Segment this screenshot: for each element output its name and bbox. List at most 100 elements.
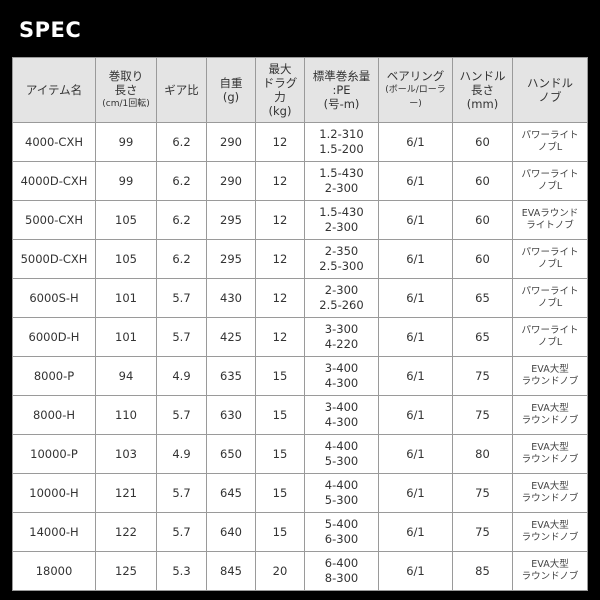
cell-handle-knob: EVA大型 ラウンドノブ bbox=[512, 356, 588, 396]
cell-max-drag: 12 bbox=[255, 161, 305, 201]
cell-line: ラウンドノブ bbox=[521, 532, 579, 543]
cell-handle-knob: パワーライト ノブL bbox=[512, 122, 588, 162]
cell-handle-length: 75 bbox=[452, 473, 513, 513]
cell-line: 4-400 bbox=[324, 478, 359, 492]
cell-gear-ratio: 5.7 bbox=[156, 395, 207, 435]
cell-line: ラウンドノブ bbox=[521, 454, 579, 465]
table-row: 8000-H 110 5.7 630 15 3-400 4-300 6/1 75 EVA大型 ラウン… bbox=[12, 395, 588, 435]
cell-line: 3-400 bbox=[324, 361, 359, 375]
cell-item-name: 4000D-CXH bbox=[12, 161, 96, 201]
cell-line-capacity: 1.5-430 2-300 bbox=[304, 161, 379, 201]
cell-line: 8-300 bbox=[324, 571, 359, 585]
column-header-weight: 自重 (g) bbox=[206, 57, 256, 123]
cell-line: 2-300 bbox=[324, 220, 359, 234]
cell-line-capacity: 4-400 5-300 bbox=[304, 434, 379, 474]
cell-weight: 290 bbox=[206, 122, 256, 162]
cell-retrieve-length: 99 bbox=[95, 161, 157, 201]
header-line: 自重 bbox=[219, 76, 243, 90]
cell-line: ノブL bbox=[537, 298, 563, 309]
cell-line: EVA大型 bbox=[531, 442, 569, 453]
cell-line: 2-300 bbox=[324, 283, 359, 297]
cell-bearings: 6/1 bbox=[378, 239, 453, 279]
cell-line: EVA大型 bbox=[531, 403, 569, 414]
cell-line: パワーライト bbox=[521, 130, 579, 141]
header-line: 標準巻糸量 bbox=[312, 69, 371, 83]
table-row: 6000S-H 101 5.7 430 12 2-300 2.5-260 6/1 65 パワーライ… bbox=[12, 278, 588, 318]
header-line: (号-m) bbox=[323, 97, 360, 111]
cell-item-name: 14000-H bbox=[12, 512, 96, 552]
table-row: 5000-CXH 105 6.2 295 12 1.5-430 2-300 6/1 60 EVAラ… bbox=[12, 200, 588, 240]
cell-bearings: 6/1 bbox=[378, 473, 453, 513]
cell-handle-knob: パワーライト ノブL bbox=[512, 278, 588, 318]
cell-line-capacity: 3-400 4-300 bbox=[304, 395, 379, 435]
cell-line: 1.5-430 bbox=[319, 166, 364, 180]
cell-line: ノブL bbox=[537, 181, 563, 192]
cell-retrieve-length: 125 bbox=[95, 551, 157, 591]
cell-weight: 640 bbox=[206, 512, 256, 552]
header-line: (g) bbox=[222, 90, 240, 104]
cell-handle-length: 65 bbox=[452, 278, 513, 318]
cell-retrieve-length: 101 bbox=[95, 278, 157, 318]
cell-line-capacity: 5-400 6-300 bbox=[304, 512, 379, 552]
header-unit: (cm/1回転) bbox=[102, 99, 150, 109]
cell-weight: 845 bbox=[206, 551, 256, 591]
cell-item-name: 8000-P bbox=[12, 356, 96, 396]
cell-max-drag: 12 bbox=[255, 122, 305, 162]
cell-bearings: 6/1 bbox=[378, 200, 453, 240]
cell-line-capacity: 6-400 8-300 bbox=[304, 551, 379, 591]
table-row: 6000D-H 101 5.7 425 12 3-300 4-220 6/1 65 パワーライトノ… bbox=[12, 317, 588, 357]
column-header-handle-knob: ハンドル ノブ bbox=[512, 57, 588, 123]
cell-bearings: 6/1 bbox=[378, 434, 453, 474]
cell-retrieve-length: 110 bbox=[95, 395, 157, 435]
table-row: 8000-P 94 4.9 635 15 3-400 4-300 6/1 75 EVA大型 ラウンド… bbox=[12, 356, 588, 396]
cell-weight: 290 bbox=[206, 161, 256, 201]
spec-table: アイテム名 巻取り 長さ (cm/1回転) ギア比 自重 (g) 最大 ドラグ力 (kg) 標準巻糸… bbox=[12, 57, 588, 591]
cell-retrieve-length: 101 bbox=[95, 317, 157, 357]
cell-item-name: 10000-H bbox=[12, 473, 96, 513]
cell-line: ラウンドノブ bbox=[521, 415, 579, 426]
cell-max-drag: 12 bbox=[255, 317, 305, 357]
table-row: 18000 125 5.3 845 20 6-400 8-300 6/1 85 EVA大型 ラウンド… bbox=[12, 551, 588, 591]
cell-item-name: 4000-CXH bbox=[12, 122, 96, 162]
column-header-bearings: ベアリング (ボール/ローラー) bbox=[378, 57, 453, 123]
cell-line-capacity: 2-300 2.5-260 bbox=[304, 278, 379, 318]
cell-weight: 630 bbox=[206, 395, 256, 435]
cell-line: 2-350 bbox=[324, 244, 359, 258]
header-line: :PE bbox=[332, 83, 351, 97]
header-line: (kg) bbox=[268, 104, 292, 118]
cell-bearings: 6/1 bbox=[378, 317, 453, 357]
cell-line: 3-400 bbox=[324, 400, 359, 414]
cell-line: 2.5-260 bbox=[319, 298, 364, 312]
cell-bearings: 6/1 bbox=[378, 512, 453, 552]
cell-bearings: 6/1 bbox=[378, 161, 453, 201]
table-row: 4000-CXH 99 6.2 290 12 1.2-310 1.5-200 6/1 60 パワー… bbox=[12, 122, 588, 162]
cell-bearings: 6/1 bbox=[378, 122, 453, 162]
cell-max-drag: 15 bbox=[255, 512, 305, 552]
cell-line: 4-300 bbox=[324, 376, 359, 390]
cell-line: 1.5-200 bbox=[319, 142, 364, 156]
cell-max-drag: 12 bbox=[255, 278, 305, 318]
cell-line: 5-400 bbox=[324, 517, 359, 531]
cell-gear-ratio: 6.2 bbox=[156, 239, 207, 279]
table-row: 4000D-CXH 99 6.2 290 12 1.5-430 2-300 6/1 60 パワーラ… bbox=[12, 161, 588, 201]
cell-handle-knob: パワーライト ノブL bbox=[512, 317, 588, 357]
cell-handle-length: 60 bbox=[452, 161, 513, 201]
cell-line: 1.2-310 bbox=[319, 127, 364, 141]
header-line: アイテム名 bbox=[25, 83, 83, 97]
cell-line: EVA大型 bbox=[531, 520, 569, 531]
cell-item-name: 6000S-H bbox=[12, 278, 96, 318]
cell-handle-knob: EVA大型 ラウンドノブ bbox=[512, 395, 588, 435]
cell-retrieve-length: 94 bbox=[95, 356, 157, 396]
table-row: 14000-H 122 5.7 640 15 5-400 6-300 6/1 75 EVA大型 ラウ… bbox=[12, 512, 588, 552]
header-line: ドラグ bbox=[262, 76, 298, 90]
cell-gear-ratio: 5.7 bbox=[156, 317, 207, 357]
cell-handle-knob: パワーライト ノブL bbox=[512, 239, 588, 279]
cell-handle-length: 75 bbox=[452, 512, 513, 552]
cell-line: ラウンドノブ bbox=[521, 376, 579, 387]
header-row: アイテム名 巻取り 長さ (cm/1回転) ギア比 自重 (g) 最大 ドラグ力 (kg) 標準巻糸… bbox=[12, 57, 588, 123]
cell-handle-knob: EVAラウンド ライトノブ bbox=[512, 200, 588, 240]
cell-handle-length: 75 bbox=[452, 395, 513, 435]
cell-retrieve-length: 99 bbox=[95, 122, 157, 162]
cell-handle-knob: EVA大型 ラウンドノブ bbox=[512, 473, 588, 513]
cell-line: ラウンドノブ bbox=[521, 571, 579, 582]
